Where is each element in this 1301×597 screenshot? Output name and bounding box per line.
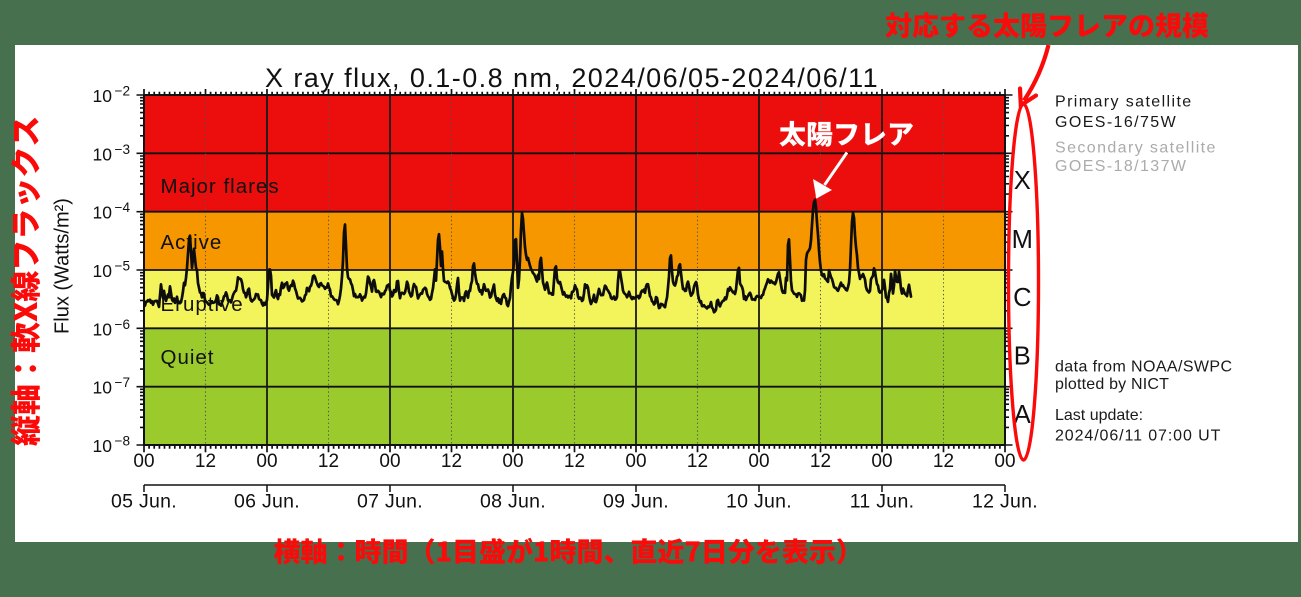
svg-text:00: 00 [379,451,400,472]
svg-text:12: 12 [564,451,585,472]
svg-text:−8: −8 [115,434,131,449]
svg-text:Last update:: Last update: [1055,407,1143,424]
svg-text:11 Jun.: 11 Jun. [850,491,915,513]
svg-text:Primary satellite: Primary satellite [1055,94,1193,111]
svg-text:12: 12 [318,451,339,472]
svg-text:−6: −6 [115,317,131,332]
svg-text:B: B [1014,343,1031,371]
svg-text:09 Jun.: 09 Jun. [603,491,669,513]
svg-text:10: 10 [93,436,113,456]
svg-text:−2: −2 [115,84,131,99]
svg-text:−5: −5 [115,259,131,274]
svg-text:05 Jun.: 05 Jun. [111,491,177,513]
svg-text:2024/06/11 07:00 UT: 2024/06/11 07:00 UT [1055,428,1221,445]
svg-text:00: 00 [871,451,892,472]
svg-text:M: M [1012,226,1033,254]
svg-text:00: 00 [133,451,154,472]
svg-text:10: 10 [93,203,113,223]
svg-text:00: 00 [256,451,277,472]
svg-text:10: 10 [93,86,113,106]
svg-text:12 Jun.: 12 Jun. [972,491,1038,513]
svg-text:10: 10 [93,261,113,281]
svg-text:12: 12 [933,451,954,472]
svg-text:10 Jun.: 10 Jun. [726,491,792,513]
svg-text:Quiet: Quiet [161,346,215,369]
svg-text:−4: −4 [115,200,131,215]
svg-text:12: 12 [687,451,708,472]
svg-text:plotted by NICT: plotted by NICT [1055,376,1169,393]
svg-text:08 Jun.: 08 Jun. [480,491,546,513]
svg-text:−3: −3 [115,142,131,157]
svg-text:12: 12 [195,451,216,472]
svg-text:10: 10 [93,144,113,164]
svg-text:Flux (Watts/m²): Flux (Watts/m²) [52,198,74,334]
svg-text:Secondary satellite: Secondary satellite [1055,140,1217,157]
svg-text:X: X [1014,167,1031,195]
svg-text:GOES-18/137W: GOES-18/137W [1055,158,1187,175]
svg-text:07 Jun.: 07 Jun. [357,491,423,513]
svg-text:00: 00 [502,451,523,472]
svg-text:data from NOAA/SWPC: data from NOAA/SWPC [1055,359,1232,376]
svg-text:00: 00 [994,451,1015,472]
svg-text:−7: −7 [115,375,131,390]
svg-text:10: 10 [93,319,113,339]
svg-text:X ray flux, 0.1-0.8 nm, 2024/0: X ray flux, 0.1-0.8 nm, 2024/06/05-2024/… [265,63,879,93]
svg-text:06 Jun.: 06 Jun. [234,491,300,513]
svg-text:00: 00 [625,451,646,472]
svg-text:C: C [1013,284,1031,312]
svg-text:12: 12 [810,451,831,472]
svg-text:12: 12 [441,451,462,472]
svg-text:Major flares: Major flares [161,175,280,198]
svg-text:00: 00 [748,451,769,472]
svg-text:10: 10 [93,378,113,398]
svg-text:GOES-16/75W: GOES-16/75W [1055,114,1177,131]
svg-text:A: A [1014,401,1031,429]
